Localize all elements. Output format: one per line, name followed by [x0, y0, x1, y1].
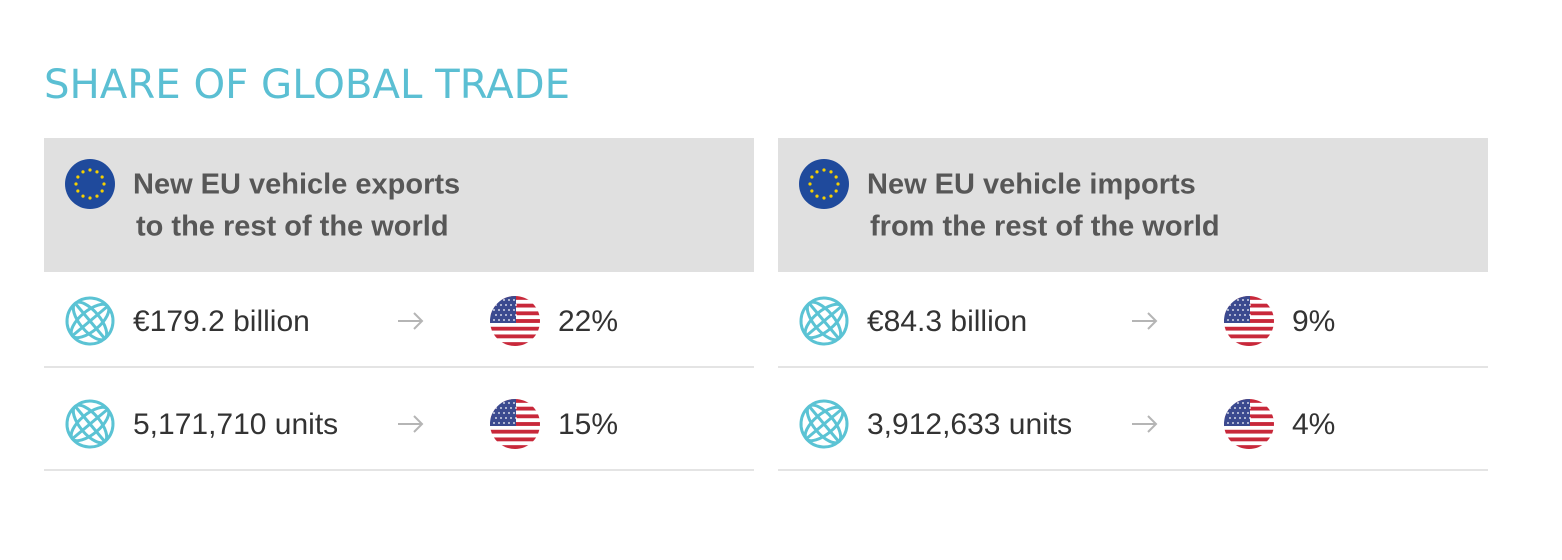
arrow-icon [398, 415, 424, 433]
globe-icon [799, 296, 849, 346]
amount: 5,171,710 units [133, 408, 338, 441]
panel-heading: New EU vehicle imports [867, 169, 1196, 201]
panel: New EU vehicle exports to the rest of the… [44, 138, 754, 471]
arrow-icon [1132, 415, 1158, 433]
us-flag [490, 296, 540, 346]
title: SHARE OF GLOBAL TRADE [44, 62, 570, 108]
us-flag [1224, 296, 1274, 346]
panel-heading: New EU vehicle exports [133, 169, 460, 201]
panel: New EU vehicle imports from the rest of t… [778, 138, 1488, 471]
amount: 3,912,633 units [867, 408, 1072, 441]
panel-heading: to the rest of the world [136, 211, 449, 243]
share: 22% [558, 305, 618, 338]
share: 15% [558, 408, 618, 441]
eu-flag [799, 159, 849, 209]
share: 9% [1292, 305, 1335, 338]
panel-header [44, 138, 754, 272]
globe-icon [65, 399, 115, 449]
globe-icon [65, 296, 115, 346]
amount: €179.2 billion [133, 305, 310, 338]
eu-flag [65, 159, 115, 209]
panel-heading: from the rest of the world [870, 211, 1220, 243]
arrow-icon [1132, 312, 1158, 330]
arrow-icon [398, 312, 424, 330]
us-flag [1224, 399, 1274, 449]
amount: €84.3 billion [867, 305, 1027, 338]
panel-header [778, 138, 1488, 272]
share: 4% [1292, 408, 1335, 441]
globe-icon [799, 399, 849, 449]
us-flag [490, 399, 540, 449]
